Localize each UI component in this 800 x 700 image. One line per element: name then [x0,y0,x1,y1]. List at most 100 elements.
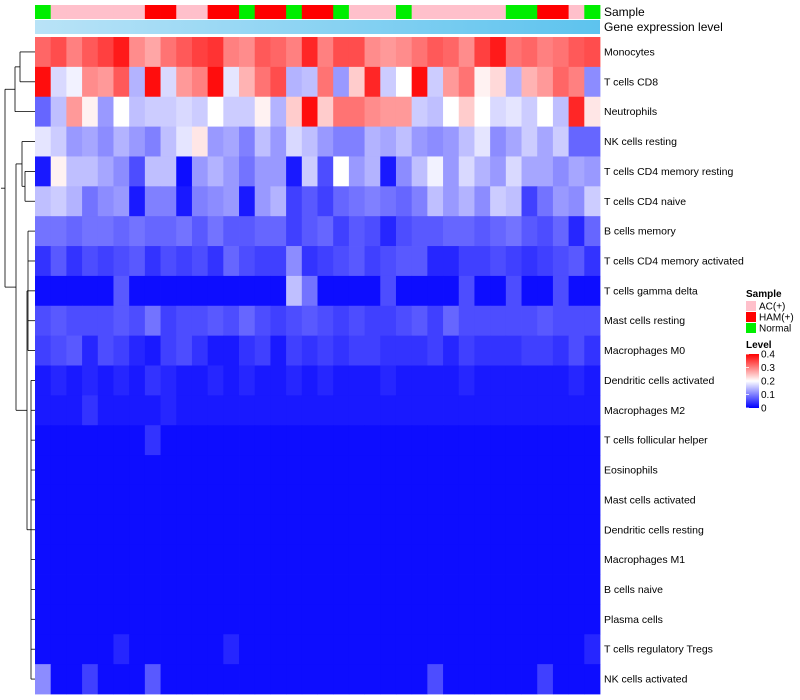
heatmap-cell [552,425,570,456]
heatmap-cell [160,455,177,486]
heatmap-cell [490,425,507,456]
heatmap-cell [568,574,585,605]
heatmap-cell [286,365,303,396]
heatmap-cell [113,664,130,695]
heatmap-cell [160,544,177,575]
heatmap-cell [239,305,256,337]
heatmap-cell [411,216,428,247]
heatmap-cell [364,425,381,456]
heatmap-cell [521,395,538,426]
heatmap-cell [364,96,381,127]
heatmap-cell [427,275,444,307]
row-label: T cells regulatory Tregs [604,644,713,656]
heatmap-cell [254,544,271,575]
heatmap-cell [35,216,52,247]
heatmap-cell [411,425,428,456]
heatmap-cell [301,544,318,575]
heatmap-cell [348,96,365,127]
heatmap-cell [364,544,381,575]
heatmap-cell [505,544,522,575]
heatmap-cell [364,455,381,486]
heatmap-cell [239,544,256,575]
heatmap-cell [443,484,460,516]
row-label: T cells CD8 [604,76,658,88]
row-label: Neutrophils [604,106,657,118]
heatmap-cell [568,634,585,665]
heatmap-cell [270,365,287,396]
heatmap-cell [35,544,52,575]
heatmap-cell [584,275,601,307]
heatmap-cell [317,335,334,366]
heatmap-cell [270,186,287,217]
heatmap-cell [176,126,193,157]
heatmap-cell [443,514,460,546]
heatmap-cell [129,216,146,247]
heatmap-cell [395,275,413,307]
heatmap-cell [239,66,256,98]
heatmap-cell [113,186,130,217]
row-label: B cells memory [604,226,677,238]
heatmap-cell [568,37,585,68]
sample-annotation-cell [584,5,601,19]
heatmap-cell [35,604,52,635]
heatmap-cell [458,335,475,366]
heatmap-cell [223,37,240,68]
heatmap-cell [176,514,193,546]
heatmap-cell [301,186,318,217]
heatmap-cell [427,186,444,217]
sample-annotation-cell [490,5,507,19]
heatmap-cell [254,305,271,337]
heatmap-cell [113,96,130,127]
heatmap-cell [584,574,601,605]
heatmap-cell [66,156,83,187]
heatmap-cell [270,514,287,546]
heatmap-cell [568,186,585,217]
heatmap-cell [584,305,601,337]
heatmap-cell [207,305,224,337]
heatmap-cell [50,604,67,635]
heatmap-cell [97,156,114,187]
heatmap-cell [395,365,413,396]
sample-annotation-cell [191,5,209,19]
heatmap-cell [552,484,570,516]
heatmap-cell [521,425,538,456]
heatmap-cell [223,574,240,605]
heatmap-cell [301,66,318,98]
heatmap-cell [537,275,554,307]
heatmap-cell [333,604,350,635]
heatmap-cell [160,664,177,695]
heatmap-cell [223,455,240,486]
heatmap-cell [411,186,428,217]
heatmap-cell [411,156,428,187]
heatmap-cell [270,37,287,68]
heatmap-cell [66,216,83,247]
heatmap-cell [223,305,240,337]
heatmap-cell [239,484,256,516]
sample-annotation-cell [176,5,193,19]
heatmap-cell [113,216,130,247]
heatmap-cell [286,126,303,157]
heatmap-cell [50,664,67,695]
heatmap-cell [380,664,397,695]
heatmap-cell [458,66,475,98]
heatmap-cell [239,246,256,277]
heatmap-cell [286,574,303,605]
heatmap-cell [521,126,538,157]
heatmap-cell [113,246,130,277]
heatmap-cell [474,544,491,575]
heatmap-cell [380,37,397,68]
heatmap-cell [568,275,585,307]
heatmap-cell [584,604,601,635]
heatmap-cell [270,126,287,157]
heatmap-cell [239,275,256,307]
heatmap-cell [584,484,601,516]
heatmap-cell [35,305,52,337]
heatmap-cell [348,246,365,277]
heatmap-cell [395,216,413,247]
heatmap-cell [552,246,570,277]
heatmap-cell [474,664,491,695]
heatmap-cell [568,156,585,187]
heatmap-cell [129,544,146,575]
heatmap-cell [584,156,601,187]
